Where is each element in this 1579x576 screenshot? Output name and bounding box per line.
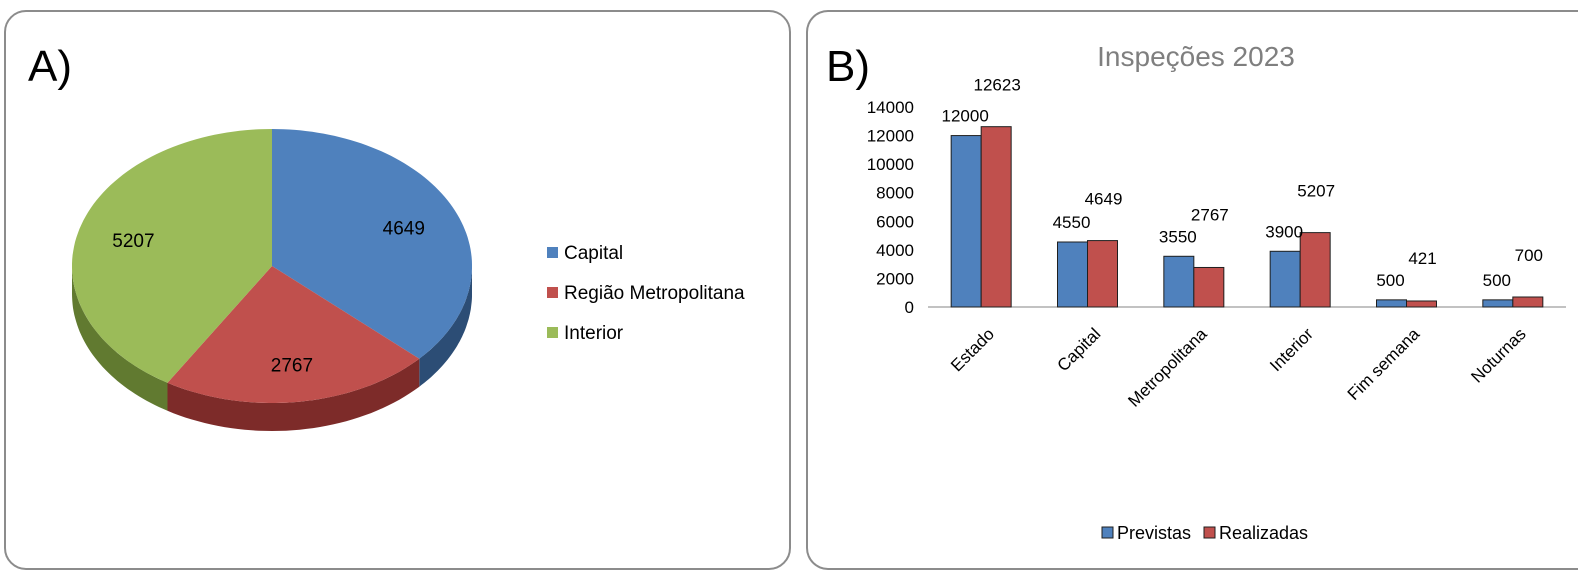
bar-previstas-noturnas (1482, 299, 1514, 308)
y-tick-label: 10000 (867, 155, 914, 174)
bar-previstas-fim-semana (1376, 299, 1407, 308)
y-tick-label: 4000 (876, 241, 914, 260)
data-label-realizadas: 4649 (1085, 190, 1123, 209)
x-tick-label: Capital (1053, 324, 1104, 375)
bar-previstas-metropolitana (1163, 255, 1195, 308)
bar-realizadas-fim-semana (1406, 300, 1437, 308)
bar-chart: Inspeções 2023 0 2000 4000 6000 8000 10000 1200… (867, 41, 1566, 543)
bar-previstas-estado (950, 135, 982, 308)
legend-label-previstas: Previstas (1117, 523, 1191, 543)
legend-label-realizadas: Realizadas (1219, 523, 1308, 543)
data-label-realizadas: 12623 (974, 76, 1021, 95)
legend-label: Capital (564, 243, 623, 264)
bar-realizadas-noturnas (1512, 296, 1544, 308)
legend-swatch-previstas (1101, 526, 1114, 539)
x-tick-label: Fim semana (1344, 324, 1424, 404)
pie-slice-regi-o-metropolitana (167, 266, 420, 403)
data-label-realizadas: 5207 (1297, 182, 1335, 201)
data-label-previstas: 500 (1376, 271, 1404, 290)
legend-swatch (547, 247, 558, 258)
data-label-realizadas: 700 (1515, 246, 1543, 265)
x-tick-label: Noturnas (1467, 324, 1529, 386)
y-tick-label: 2000 (876, 269, 914, 288)
pie-chart: 4649 2767 5207 Capital Região Metropolitana I… (72, 129, 745, 431)
data-label-previstas: 3550 (1159, 227, 1197, 246)
data-label-previstas: 500 (1483, 271, 1511, 290)
pie-slice-capital (272, 129, 472, 359)
data-label-realizadas: 2767 (1191, 205, 1229, 224)
panel-b-label: B) (826, 42, 870, 91)
bar-realizadas-interior (1299, 232, 1331, 308)
panel-a-label: A) (28, 42, 72, 91)
legend-label: Interior (564, 323, 624, 344)
pie-slice-interior (72, 129, 272, 383)
legend-swatch (547, 287, 558, 298)
x-tick-label: Interior (1266, 324, 1317, 375)
y-tick-label: 8000 (876, 184, 914, 203)
bar-realizadas-estado (980, 126, 1012, 308)
x-tick-label: Estado (947, 324, 998, 375)
legend-label: Região Metropolitana (564, 283, 745, 304)
x-tick-label: Metropolitana (1124, 324, 1211, 411)
bar-realizadas-metropolitana (1193, 266, 1225, 308)
pie-side-1 (419, 266, 472, 387)
y-tick-label: 6000 (876, 212, 914, 231)
data-label-previstas: 12000 (942, 107, 989, 126)
y-tick-label: 0 (905, 298, 914, 317)
pie-side-3 (72, 266, 168, 411)
legend-swatch (547, 327, 558, 338)
pie-data-label: 2767 (271, 356, 313, 377)
pie-data-label: 5207 (112, 231, 154, 252)
data-label-previstas: 3900 (1265, 222, 1303, 241)
pie-side-2 (167, 358, 420, 431)
pie-data-label: 4649 (383, 218, 425, 239)
y-tick-label: 14000 (867, 98, 914, 117)
chart-title: Inspeções 2023 (1097, 41, 1295, 72)
data-label-realizadas: 421 (1408, 249, 1436, 268)
bar-realizadas-capital (1087, 240, 1118, 308)
bar-previstas-interior (1269, 250, 1301, 308)
y-tick-label: 12000 (867, 127, 914, 146)
legend-swatch-realizadas (1203, 526, 1216, 539)
data-label-previstas: 4550 (1053, 213, 1091, 232)
bar-previstas-capital (1057, 241, 1088, 308)
